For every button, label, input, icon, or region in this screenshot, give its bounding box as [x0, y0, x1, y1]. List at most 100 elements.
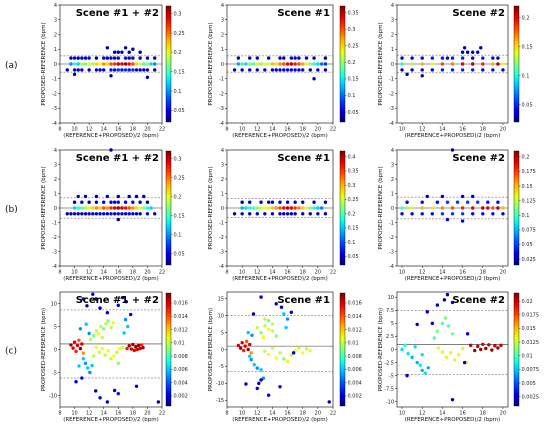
- data-point: [138, 68, 142, 72]
- data-point: [481, 342, 485, 346]
- data-point: [270, 206, 275, 210]
- y-tick-label: 3: [54, 162, 57, 168]
- x-tick-label: 20: [144, 411, 150, 417]
- x-tick-label: 12: [86, 411, 92, 417]
- data-point: [293, 62, 297, 66]
- data-point: [289, 206, 294, 210]
- y-axis-label: PROPOSED-REFERENCE (bpm): [378, 166, 384, 249]
- y-tick-label: 3: [391, 162, 394, 168]
- data-point: [135, 347, 139, 352]
- data-point: [120, 212, 124, 216]
- data-point: [263, 349, 267, 353]
- data-point: [301, 351, 305, 355]
- y-axis-label: PROPOSED-REFERENCE (bpm): [41, 166, 47, 249]
- colorbar-tick-label: 0.1: [522, 73, 530, 79]
- colorbar-tick-label: 0.006: [174, 367, 188, 373]
- data-point: [76, 68, 80, 72]
- data-point: [263, 317, 267, 321]
- colorbar-tick-label: 0.075: [522, 228, 536, 234]
- data-point: [289, 68, 294, 72]
- data-point: [72, 68, 77, 72]
- x-tick-label: 14: [101, 411, 107, 417]
- data-point: [470, 206, 475, 210]
- y-tick-label: 0: [391, 206, 394, 212]
- x-tick-label: 20: [500, 411, 506, 417]
- data-point: [149, 206, 153, 210]
- x-tick-label: 22: [330, 270, 336, 276]
- data-point: [94, 212, 99, 216]
- data-point: [278, 62, 282, 66]
- data-point: [476, 50, 480, 54]
- data-point: [244, 339, 249, 344]
- data-point: [255, 386, 259, 391]
- data-point: [405, 200, 409, 204]
- data-point: [134, 384, 139, 388]
- x-tick-label: 22: [159, 127, 165, 133]
- x-tick-label: 20: [315, 127, 321, 133]
- data-point: [72, 72, 77, 77]
- data-point: [455, 200, 460, 204]
- data-point: [81, 297, 86, 301]
- data-point: [102, 56, 106, 60]
- data-point: [301, 200, 305, 204]
- data-point: [102, 68, 106, 72]
- y-axis-label: PROPOSED-REFERENCE (bpm): [208, 308, 214, 391]
- data-point: [116, 62, 120, 66]
- data-point: [127, 68, 131, 72]
- data-point: [460, 194, 465, 199]
- data-point: [96, 332, 101, 336]
- x-tick-label: 12: [254, 127, 260, 133]
- data-point: [496, 62, 500, 66]
- colorbar-tick-label: 0.25: [174, 31, 185, 37]
- data-point: [481, 68, 485, 72]
- colorbar-tick-label: 0.35: [348, 169, 359, 175]
- colorbar: [165, 5, 172, 123]
- data-point: [120, 206, 124, 210]
- colorbar-tick-label: 0.012: [348, 327, 362, 333]
- data-point: [304, 62, 309, 66]
- data-point: [420, 62, 424, 66]
- colorbar-tick-label: 0.016: [348, 301, 362, 307]
- data-point: [285, 212, 290, 216]
- data-point: [255, 56, 259, 60]
- x-axis-label: (REFERENCE+PROPOSED)/2 (bpm): [63, 417, 159, 423]
- y-tick-label: 15: [218, 297, 224, 303]
- colorbar-tick-label: 0.4: [348, 154, 356, 160]
- data-point: [94, 329, 99, 333]
- y-tick-label: -1: [389, 220, 394, 226]
- data-point: [410, 56, 414, 60]
- data-point: [156, 400, 161, 404]
- data-point: [112, 354, 116, 358]
- data-point: [440, 206, 445, 210]
- data-point: [270, 200, 275, 204]
- x-tick-label: 12: [419, 411, 425, 417]
- data-point: [270, 346, 275, 350]
- data-point: [69, 343, 73, 347]
- x-tick-label: 20: [144, 270, 150, 276]
- x-tick-label: 18: [130, 270, 136, 276]
- data-point: [80, 342, 84, 346]
- data-point: [81, 351, 86, 355]
- data-point: [470, 50, 475, 54]
- data-point: [289, 212, 294, 216]
- x-tick-label: 14: [269, 127, 275, 133]
- data-point: [109, 74, 113, 78]
- data-point: [486, 206, 490, 210]
- y-tick-label: 2.5: [386, 334, 394, 340]
- data-point: [484, 346, 488, 351]
- data-point: [316, 212, 320, 216]
- data-point: [105, 311, 110, 315]
- data-point: [94, 68, 99, 72]
- data-point: [94, 200, 99, 204]
- data-point: [400, 212, 404, 216]
- x-tick-label: 20: [144, 127, 150, 133]
- data-point: [420, 368, 424, 373]
- y-tick-label: 4: [391, 3, 394, 9]
- y-tick-label: -1: [219, 220, 224, 226]
- data-point: [149, 62, 153, 66]
- x-tick-label: 16: [459, 270, 465, 276]
- data-point: [76, 212, 80, 216]
- data-point: [251, 206, 256, 210]
- colorbar-tick-label: 0.25: [174, 175, 185, 181]
